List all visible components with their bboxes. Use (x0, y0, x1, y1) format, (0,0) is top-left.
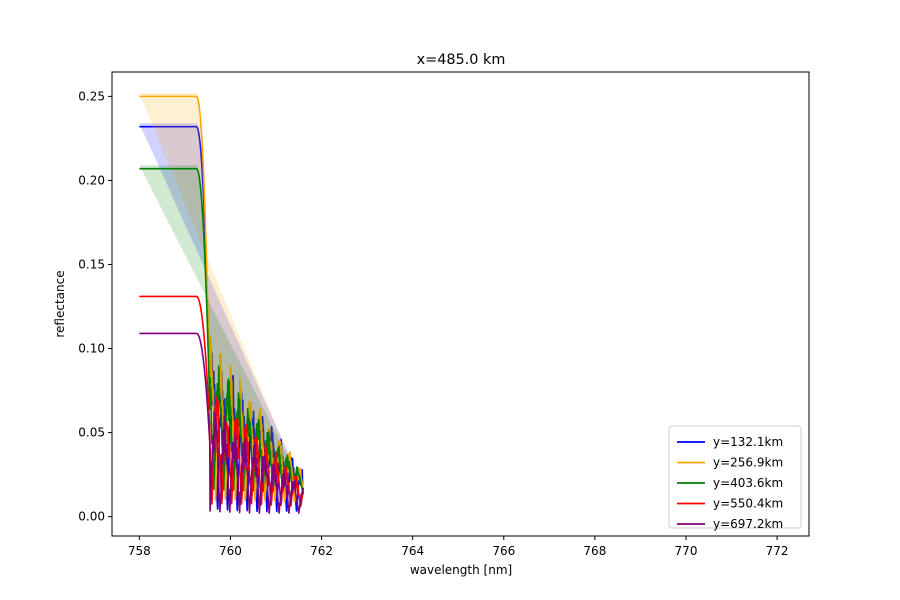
x-tick-label: 768 (583, 544, 606, 558)
x-axis: 758 760 762 764 766 768 770 772 (128, 536, 789, 558)
series-band (139, 123, 304, 509)
x-axis-label: wavelength [nm] (410, 563, 512, 577)
y-axis: 0.00 0.05 0.10 0.15 0.20 0.25 (78, 89, 112, 524)
x-tick-label: 764 (401, 544, 424, 558)
series-line (138, 332, 304, 515)
x-tick-label: 760 (219, 544, 242, 558)
x-tick-label: 762 (310, 544, 333, 558)
x-tick-label: 772 (766, 544, 789, 558)
series-layer (138, 93, 304, 515)
chart-title: x=485.0 km (417, 52, 506, 68)
legend-label: y=550.4km (713, 497, 783, 511)
legend-label: y=256.9km (713, 456, 783, 470)
series-band (139, 93, 304, 499)
legend: y=132.1km y=256.9km y=403.6km y=550.4km y=69… (668, 425, 802, 531)
legend-label: y=403.6km (713, 476, 783, 490)
legend-label: y=132.1km (713, 435, 783, 449)
x-tick-label: 758 (128, 544, 151, 558)
y-tick-label: 0.05 (78, 426, 105, 440)
y-axis-label: reflectance (53, 270, 67, 337)
y-tick-label: 0.25 (78, 89, 105, 103)
legend-label: y=697.2km (713, 517, 783, 531)
x-tick-label: 766 (492, 544, 515, 558)
y-tick-label: 0.15 (78, 257, 105, 271)
series-band (139, 165, 304, 489)
plot-frame (111, 71, 810, 537)
y-tick-label: 0.20 (78, 173, 105, 187)
y-tick-label: 0.10 (78, 342, 105, 356)
x-tick-label: 770 (675, 544, 698, 558)
legend-box (668, 425, 802, 529)
y-tick-label: 0.00 (78, 510, 105, 524)
